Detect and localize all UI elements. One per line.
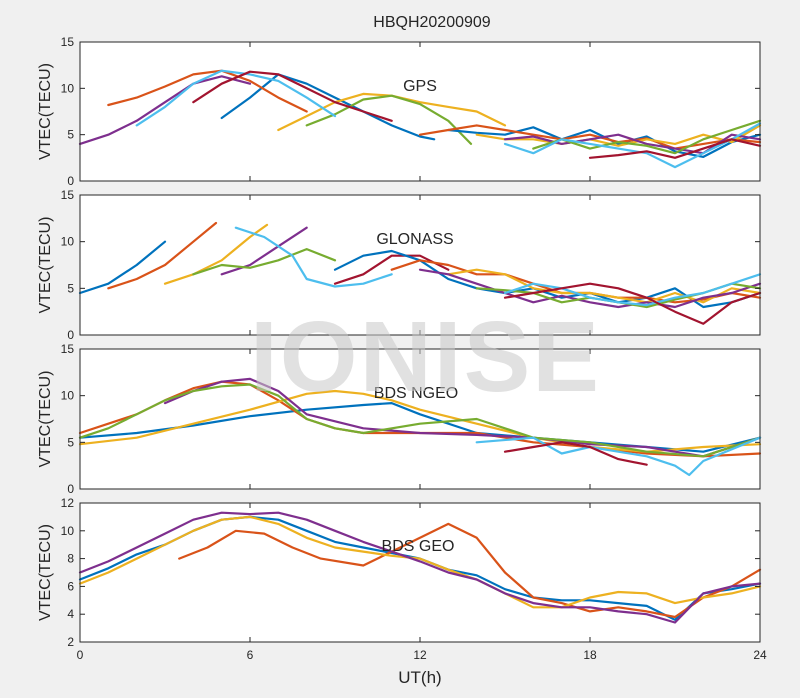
y-tick-label: 10	[61, 389, 75, 403]
y-tick-label: 4	[67, 607, 74, 621]
series-line-6	[503, 441, 648, 466]
y-tick-label: 15	[61, 188, 75, 202]
series-line-3	[78, 75, 252, 145]
panel-label: BDS GEO	[382, 538, 455, 555]
panel-label: BDS NGEO	[374, 385, 458, 402]
y-tick-label: 5	[67, 281, 74, 295]
panel-label: GLONASS	[376, 231, 453, 248]
y-tick-label: 15	[61, 342, 75, 356]
series-line-10	[418, 268, 762, 309]
series-line-4	[78, 383, 762, 458]
x-tick-label: 0	[77, 648, 84, 662]
series-line-6	[192, 70, 393, 122]
y-tick-label: 0	[67, 174, 74, 188]
series-line-3	[220, 226, 308, 276]
plot-area	[80, 349, 760, 489]
y-tick-label: 12	[61, 496, 75, 510]
panels: 0 5 10 15 VTEC(TECU) GPS 0 5 10 15 VTEC(TECU) GLONA…	[37, 35, 767, 662]
y-tick-label: 10	[61, 524, 75, 538]
x-tick-label: 12	[413, 648, 427, 662]
series-line-12	[503, 273, 762, 307]
y-tick-label: 2	[67, 635, 74, 649]
plot-area	[80, 195, 760, 335]
panel-gps: 0 5 10 15 VTEC(TECU) GPS	[37, 35, 762, 188]
series-line-11	[532, 119, 762, 155]
panel-glonass: 0 5 10 15 VTEC(TECU) GLONASS	[37, 188, 762, 342]
y-axis-label: VTEC(TECU)	[37, 217, 54, 314]
series-line-13	[503, 282, 762, 325]
series-line-2	[163, 223, 269, 285]
series-line-3	[78, 511, 762, 624]
series-line-9	[447, 268, 762, 304]
y-tick-label: 0	[67, 328, 74, 342]
panel-bds-ngeo: 0 5 10 15 VTEC(TECU) BDS NGEO	[37, 342, 762, 496]
x-tick-label: 24	[753, 648, 767, 662]
series-line-0	[220, 73, 436, 141]
series-line-4	[305, 94, 473, 145]
series-line-1	[178, 522, 762, 619]
y-tick-label: 5	[67, 128, 74, 142]
y-tick-label: 0	[67, 482, 74, 496]
y-tick-label: 15	[61, 35, 75, 49]
panel-label: GPS	[403, 78, 437, 95]
series-line-4	[192, 248, 337, 276]
series-line-2	[78, 389, 762, 453]
y-axis-label: VTEC(TECU)	[37, 524, 54, 621]
y-tick-label: 10	[61, 81, 75, 95]
series-line-8	[418, 124, 762, 150]
y-axis-label: VTEC(TECU)	[37, 63, 54, 160]
series-line-6	[333, 254, 450, 285]
series-line-12	[503, 122, 762, 169]
plot-area	[80, 503, 760, 642]
series-line-2	[78, 515, 762, 609]
x-axis-label: UT(h)	[398, 668, 441, 687]
plot-area	[80, 42, 760, 181]
x-tick-label: 18	[583, 648, 597, 662]
series-line-13	[588, 138, 762, 159]
x-tick-label: 6	[247, 648, 254, 662]
series-line-1	[107, 221, 218, 290]
y-tick-label: 6	[67, 579, 74, 593]
series-line-5	[234, 226, 393, 288]
series-line-3	[163, 377, 762, 458]
y-tick-label: 8	[67, 552, 74, 566]
y-tick-label: 10	[61, 235, 75, 249]
chart-title: HBQH20200909	[373, 14, 491, 31]
series-line-0	[78, 240, 167, 295]
y-axis-label: VTEC(TECU)	[37, 371, 54, 468]
series-line-1	[107, 69, 308, 113]
y-tick-label: 5	[67, 435, 74, 449]
series-line-5	[135, 69, 337, 127]
